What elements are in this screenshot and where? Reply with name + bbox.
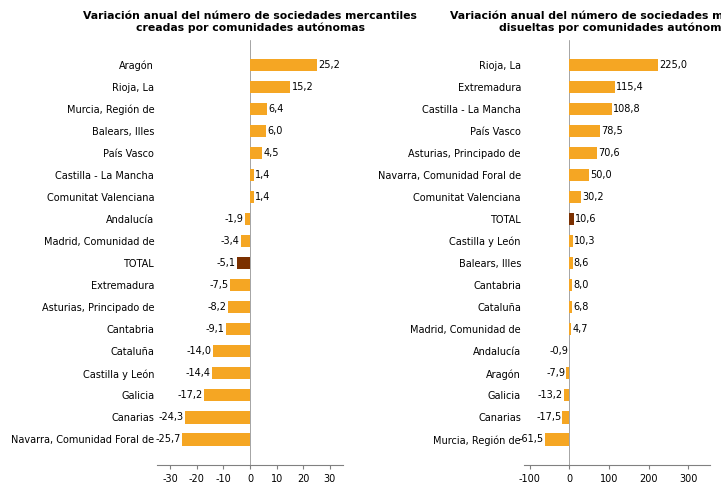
Text: 15,2: 15,2	[292, 82, 314, 92]
Bar	[570, 103, 612, 115]
Bar	[570, 59, 658, 71]
Bar	[236, 257, 250, 269]
Text: -25,7: -25,7	[155, 435, 180, 445]
Text: -0,9: -0,9	[549, 346, 568, 356]
Bar	[250, 191, 254, 203]
Bar	[564, 390, 570, 401]
Bar	[241, 235, 250, 248]
Text: 6,0: 6,0	[267, 126, 283, 136]
Bar	[570, 301, 572, 313]
Bar	[570, 147, 597, 159]
Bar	[204, 390, 250, 401]
Bar	[570, 169, 589, 181]
Text: 78,5: 78,5	[601, 126, 623, 136]
Text: -1,9: -1,9	[225, 214, 244, 224]
Text: 25,2: 25,2	[319, 60, 340, 70]
Text: -13,2: -13,2	[538, 391, 563, 400]
Bar	[185, 411, 250, 424]
Bar	[545, 434, 570, 446]
Bar	[250, 147, 262, 159]
Bar	[570, 191, 581, 203]
Bar	[566, 367, 570, 380]
Bar	[250, 125, 266, 137]
Text: 1,4: 1,4	[255, 170, 270, 180]
Text: 1,4: 1,4	[255, 192, 270, 202]
Text: -8,2: -8,2	[208, 302, 227, 312]
Text: 6,4: 6,4	[268, 104, 284, 114]
Text: 8,0: 8,0	[573, 280, 589, 290]
Bar	[250, 81, 291, 93]
Text: -24,3: -24,3	[159, 412, 184, 422]
Text: 10,6: 10,6	[575, 214, 596, 224]
Bar	[570, 81, 615, 93]
Title: Variación anual del número de sociedades mercantiles
creadas por comunidades aut: Variación anual del número de sociedades…	[83, 11, 417, 33]
Bar	[562, 411, 570, 424]
Text: 30,2: 30,2	[583, 192, 604, 202]
Text: -7,9: -7,9	[547, 368, 565, 378]
Title: Variación anual del número de sociedades mercantiles
disueltas por comunidades a: Variación anual del número de sociedades…	[450, 11, 721, 33]
Bar	[250, 59, 317, 71]
Text: 4,7: 4,7	[572, 324, 588, 334]
Text: -17,5: -17,5	[536, 412, 562, 422]
Bar	[570, 235, 573, 248]
Bar	[226, 323, 250, 336]
Text: -14,0: -14,0	[187, 346, 211, 356]
Bar	[212, 367, 250, 380]
Text: 8,6: 8,6	[574, 258, 589, 268]
Text: -61,5: -61,5	[519, 435, 544, 445]
Text: -3,4: -3,4	[221, 236, 239, 246]
Text: 10,3: 10,3	[575, 236, 596, 246]
Text: 108,8: 108,8	[614, 104, 641, 114]
Text: -14,4: -14,4	[185, 368, 211, 378]
Bar	[245, 213, 250, 225]
Text: 4,5: 4,5	[263, 148, 279, 158]
Text: 225,0: 225,0	[660, 60, 687, 70]
Bar	[570, 213, 573, 225]
Bar	[213, 346, 250, 357]
Text: 115,4: 115,4	[616, 82, 644, 92]
Bar	[230, 279, 250, 292]
Bar	[570, 125, 601, 137]
Bar	[182, 434, 250, 446]
Text: -17,2: -17,2	[178, 391, 203, 400]
Text: 6,8: 6,8	[573, 302, 588, 312]
Bar	[570, 279, 572, 292]
Text: 70,6: 70,6	[598, 148, 620, 158]
Bar	[570, 323, 571, 336]
Text: -5,1: -5,1	[216, 258, 235, 268]
Text: -9,1: -9,1	[205, 324, 224, 334]
Bar	[250, 103, 267, 115]
Text: 50,0: 50,0	[590, 170, 611, 180]
Bar	[229, 301, 250, 313]
Text: -7,5: -7,5	[210, 280, 229, 290]
Bar	[570, 257, 572, 269]
Bar	[250, 169, 254, 181]
